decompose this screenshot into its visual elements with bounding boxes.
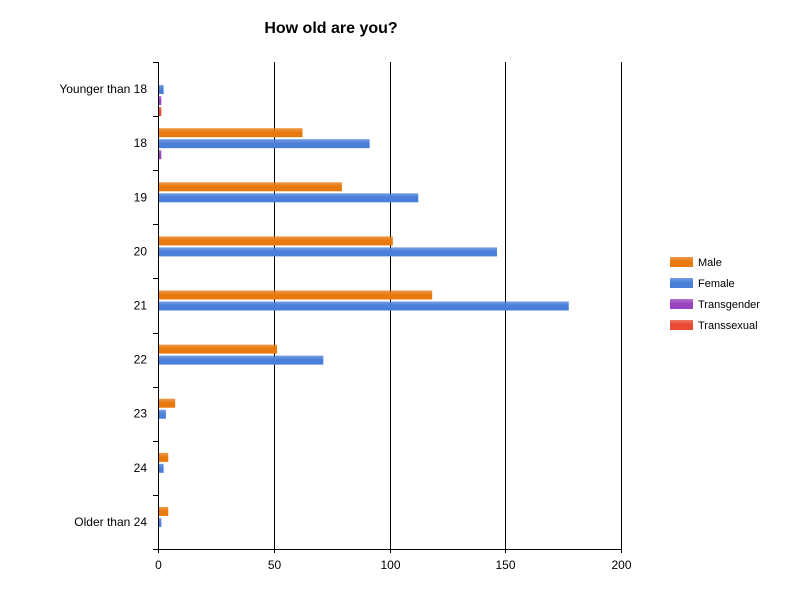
bar-male-2: [159, 182, 342, 192]
bar-transgender-0: [159, 96, 162, 106]
bar-female-1: [159, 139, 370, 149]
y-tick-label: 21: [134, 299, 148, 313]
legend-swatch-male: [670, 257, 693, 267]
legend-swatch-transgender: [670, 299, 693, 309]
axes: 0 50 100 150 200 Younger than 18 18 19 20 21 22 23 2…: [59, 62, 632, 572]
x-tick-label: 0: [155, 558, 162, 572]
y-tick-label: 22: [134, 353, 148, 367]
y-tick-label: Younger than 18: [59, 82, 147, 96]
x-tick-label: 200: [611, 558, 631, 572]
x-tick-label: 150: [495, 558, 515, 572]
y-tick-label: 23: [134, 407, 148, 421]
legend-swatch-female: [670, 278, 693, 288]
bar-female-2: [159, 193, 419, 203]
bar-female-3: [159, 247, 497, 257]
bar-male-3: [159, 236, 393, 246]
y-tick-label: 19: [134, 190, 148, 204]
bar-male-8: [159, 506, 169, 516]
bar-female-0: [159, 85, 164, 95]
bar-male-5: [159, 344, 278, 354]
bar-female-7: [159, 463, 164, 473]
bars: [159, 85, 569, 527]
bar-transgender-1: [159, 150, 162, 160]
y-tick-label: Older than 24: [74, 515, 147, 529]
x-tick-label: 100: [380, 558, 400, 572]
bar-female-6: [159, 409, 166, 419]
bar-female-8: [159, 517, 162, 527]
bar-male-4: [159, 290, 433, 300]
bar-male-6: [159, 398, 176, 408]
legend-label-female: Female: [698, 278, 735, 290]
legend: Male Female Transgender Transsexual: [670, 257, 760, 332]
bar-male-1: [159, 128, 303, 138]
y-tick-label: 20: [134, 244, 148, 258]
bar-transsexual-0: [159, 107, 162, 117]
bar-female-5: [159, 355, 324, 365]
legend-label-male: Male: [698, 257, 722, 269]
bar-female-4: [159, 301, 569, 311]
legend-swatch-transsexual: [670, 320, 693, 330]
y-tick-label: 18: [134, 136, 148, 150]
y-tick-label: 24: [134, 461, 148, 475]
x-tick-label: 50: [268, 558, 282, 572]
legend-label-transsexual: Transsexual: [698, 320, 758, 332]
bar-male-7: [159, 452, 169, 462]
chart-title: How old are you?: [264, 20, 397, 37]
legend-label-transgender: Transgender: [698, 299, 760, 311]
